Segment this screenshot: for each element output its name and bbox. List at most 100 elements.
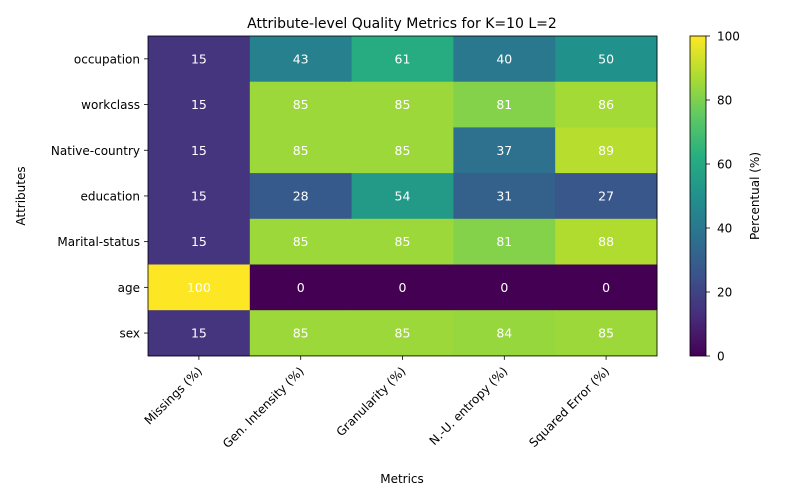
y-tick-label: Marital-status: [57, 235, 140, 249]
heatmap-cell: [453, 310, 556, 357]
heatmap-cell: [453, 173, 556, 220]
heatmap-cell: [555, 310, 658, 357]
cell-value-label: 15: [191, 97, 207, 112]
y-axis: occupation workclass Native-country educati…: [51, 52, 148, 341]
colorbar-label: Percentual (%): [748, 152, 762, 240]
heatmap-cell: [148, 173, 251, 220]
cell-value-label: 85: [395, 143, 411, 158]
chart-title: Attribute-level Quality Metrics for K=10…: [247, 16, 557, 32]
y-tick-label: Native-country: [51, 144, 140, 158]
heatmap-cell: [453, 36, 556, 83]
cell-value-label: 54: [395, 188, 411, 203]
heatmap-cell-labels: 15 43 61 40 50 15 85 85 81 86 15 85 85 37 89 15 28 54 31 27…: [187, 51, 614, 340]
cell-value-label: 28: [293, 188, 309, 203]
colorbar-tick-label: 20: [717, 286, 732, 300]
heatmap-cell: [555, 218, 658, 265]
heatmap-cells: [147, 35, 658, 357]
heatmap-cell: [351, 36, 454, 83]
heatmap-cell: [453, 264, 556, 311]
cell-value-label: 15: [191, 143, 207, 158]
colorbar-tick-label: 0: [717, 350, 725, 364]
heatmap-cell: [453, 127, 556, 174]
colorbar-gradient: [689, 35, 707, 357]
heatmap-cell: [249, 218, 353, 265]
heatmap-cell: [555, 264, 658, 311]
cell-value-label: 15: [191, 51, 207, 66]
colorbar-tick-label: 40: [717, 222, 732, 236]
cell-value-label: 0: [297, 280, 305, 295]
heatmap-cell: [555, 173, 658, 220]
heatmap-cell: [249, 264, 353, 311]
heatmap-cell: [249, 36, 353, 83]
cell-value-label: 89: [598, 143, 614, 158]
cell-value-label: 84: [496, 326, 512, 341]
heatmap-cell: [148, 36, 251, 83]
cell-value-label: 85: [598, 326, 614, 341]
heatmap-cell: [148, 264, 251, 311]
cell-value-label: 27: [598, 188, 614, 203]
cell-value-label: 0: [500, 280, 508, 295]
heatmap-cell: [351, 127, 454, 174]
heatmap-cell: [351, 310, 454, 357]
heatmap-cell: [148, 81, 251, 128]
cell-value-label: 81: [496, 234, 512, 249]
x-axis-label: Metrics: [380, 472, 424, 486]
cell-value-label: 85: [293, 234, 309, 249]
heatmap-cell: [249, 310, 353, 357]
heatmap-cell: [555, 81, 658, 128]
y-tick-label: occupation: [74, 52, 140, 66]
x-tick-label: Squared Error (%): [526, 364, 612, 450]
cell-value-label: 50: [598, 51, 614, 66]
cell-value-label: 15: [191, 234, 207, 249]
y-tick-label: sex: [119, 327, 140, 341]
heatmap-cell: [453, 81, 556, 128]
colorbar-tick-label: 100: [717, 30, 740, 44]
colorbar-tick-label: 60: [717, 158, 732, 172]
cell-value-label: 85: [395, 326, 411, 341]
y-axis-label: Attributes: [14, 166, 28, 225]
cell-value-label: 0: [602, 280, 610, 295]
x-tick-label: Missings (%): [142, 364, 205, 427]
cell-value-label: 15: [191, 188, 207, 203]
x-tick-label: Gen. Intensity (%): [220, 364, 307, 451]
heatmap-cell: [351, 218, 454, 265]
cell-value-label: 61: [395, 51, 411, 66]
heatmap-cell: [148, 218, 251, 265]
colorbar-ticks: 0 20 40 60 80 100: [706, 30, 740, 364]
cell-value-label: 0: [399, 280, 407, 295]
heatmap-cell: [249, 127, 353, 174]
heatmap-cell: [351, 264, 454, 311]
x-axis: Missings (%) Gen. Intensity (%) Granularit…: [142, 355, 612, 451]
x-tick-label: Granularity (%): [334, 364, 409, 439]
heatmap-cell: [148, 310, 251, 357]
heatmap-cell: [555, 36, 658, 83]
heatmap-cell: [249, 173, 353, 220]
cell-value-label: 31: [496, 188, 512, 203]
colorbar: 0 20 40 60 80 100 Percentual (%): [689, 30, 762, 364]
heatmap-cell: [453, 218, 556, 265]
cell-value-label: 88: [598, 234, 614, 249]
cell-value-label: 85: [293, 97, 309, 112]
heatmap-cell: [249, 81, 353, 128]
cell-value-label: 81: [496, 97, 512, 112]
heatmap-cell: [555, 127, 658, 174]
cell-value-label: 15: [191, 326, 207, 341]
heatmap-cell: [351, 81, 454, 128]
cell-value-label: 40: [496, 51, 512, 66]
heatmap-cell: [148, 127, 251, 174]
cell-value-label: 85: [395, 97, 411, 112]
cell-value-label: 85: [293, 326, 309, 341]
y-tick-label: age: [118, 281, 140, 295]
x-tick-label: N.-U. entropy (%): [427, 364, 511, 448]
cell-value-label: 85: [293, 143, 309, 158]
cell-value-label: 100: [187, 280, 211, 295]
colorbar-tick-label: 80: [717, 94, 732, 108]
cell-value-label: 37: [496, 143, 512, 158]
cell-value-label: 85: [395, 234, 411, 249]
y-tick-label: education: [80, 189, 140, 203]
heatmap-cell: [351, 173, 454, 220]
cell-value-label: 43: [293, 51, 309, 66]
y-tick-label: workclass: [81, 98, 140, 112]
cell-value-label: 86: [598, 97, 614, 112]
